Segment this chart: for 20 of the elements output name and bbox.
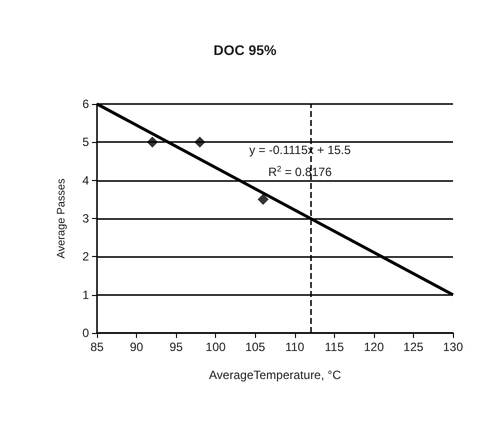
x-tick-label: 105 [245, 340, 266, 354]
y-tick-label: 2 [82, 250, 90, 264]
x-tick-label: 95 [169, 340, 184, 354]
x-tick-label: 125 [403, 340, 424, 354]
y-tick-label: 5 [82, 135, 90, 150]
y-tick-label: 6 [82, 97, 90, 111]
x-tick-label: 85 [90, 340, 104, 354]
x-tick-label: 115 [324, 340, 344, 354]
x-axis-title: AverageTemperature, °C [209, 368, 342, 382]
x-tick-label: 110 [285, 340, 305, 354]
y-tick-label: 0 [82, 326, 90, 340]
y-tick-label: 4 [82, 173, 90, 188]
x-tick-label: 120 [364, 340, 384, 354]
x-tick-label: 130 [442, 340, 464, 354]
y-tick-label: 3 [82, 212, 90, 226]
chart-title: DOC 95% [213, 42, 278, 58]
x-tick-label: 90 [130, 340, 144, 354]
x-tick-label: 100 [206, 340, 226, 354]
y-axis-title: Average Passes [56, 178, 68, 258]
y-tick-label: 1 [82, 288, 90, 302]
